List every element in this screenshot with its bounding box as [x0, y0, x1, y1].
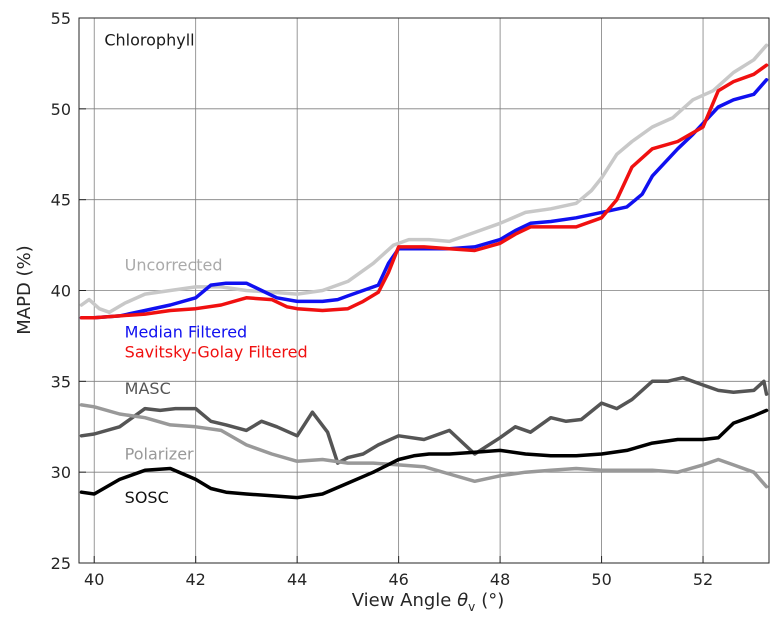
y-tick-label: 50 [51, 100, 71, 119]
series-line-masc [79, 375, 769, 465]
series-layer [79, 43, 769, 500]
x-axis-subscript: v [468, 600, 475, 614]
annotation-uncorrected: Uncorrected [125, 256, 223, 275]
series-line-uncorrected [79, 43, 769, 315]
x-tick-label: 44 [287, 570, 307, 589]
x-tick-label: 50 [591, 570, 611, 589]
annotation-polarizer: Polarizer [125, 444, 194, 463]
y-tick-label: 25 [51, 554, 71, 573]
y-tick-label: 55 [51, 9, 71, 28]
x-tick-label: 48 [490, 570, 510, 589]
series-line-sosc [79, 408, 769, 500]
y-tick-label: 35 [51, 372, 71, 391]
annotation-savitsky-golay-filtered: Savitsky-Golay Filtered [125, 343, 308, 362]
x-tick-label: 42 [186, 570, 206, 589]
y-tick-label: 45 [51, 191, 71, 210]
annotation-masc: MASC [125, 379, 171, 398]
series-line-polarizer [79, 403, 769, 489]
y-tick-label: 40 [51, 282, 71, 301]
tick-labels: 40 42 44 46 48 50 52 25 30 35 40 45 50 55 [51, 9, 714, 589]
x-axis-symbol: θ [457, 590, 468, 611]
annotations: Chlorophyll Uncorrected Median FilteredSav… [104, 30, 307, 507]
annotation-sosc: SOSC [125, 488, 169, 507]
series-line-median-filtered [79, 78, 769, 320]
series-line-savitsky-golay-filtered [79, 63, 769, 320]
x-axis-unit: (°) [481, 590, 504, 611]
annotation-median-filtered: Median Filtered [125, 323, 248, 342]
x-tick-label: 52 [693, 570, 713, 589]
y-axis-label: MAPD (%) [14, 245, 35, 334]
x-axis-label: View Angle θv (°) [352, 590, 505, 614]
y-tick-label: 30 [51, 463, 71, 482]
x-tick-label: 46 [388, 570, 408, 589]
annotation-chlorophyll: Chlorophyll [104, 30, 194, 49]
x-tick-label: 40 [84, 570, 104, 589]
x-axis-label-text: View Angle [352, 590, 452, 611]
